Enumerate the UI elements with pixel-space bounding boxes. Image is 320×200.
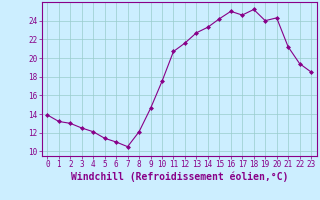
X-axis label: Windchill (Refroidissement éolien,°C): Windchill (Refroidissement éolien,°C) bbox=[70, 172, 288, 182]
